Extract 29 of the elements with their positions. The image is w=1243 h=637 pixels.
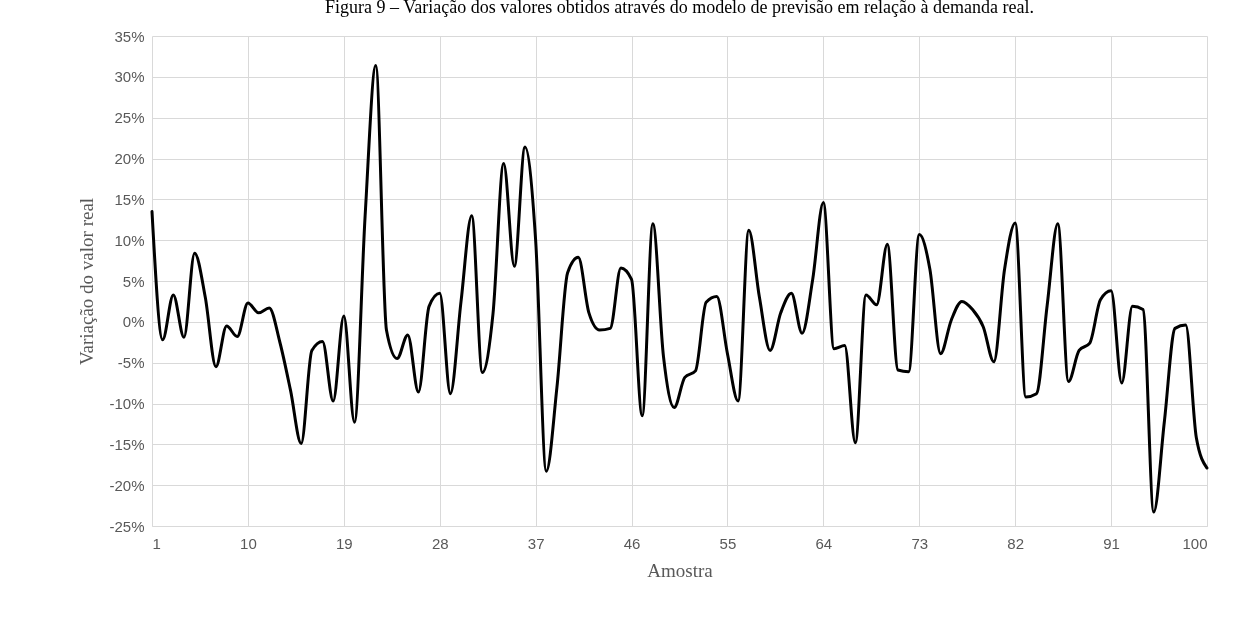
x-tick-label: 64	[815, 534, 833, 552]
y-tick-label: -25%	[109, 517, 145, 535]
x-tick-label: 28	[431, 534, 449, 552]
y-axis-title: Variação do valor real	[76, 197, 98, 366]
x-tick-label: 37	[527, 534, 545, 552]
line-series	[150, 63, 1209, 514]
y-tick-label: 10%	[114, 231, 145, 249]
x-axis-title: Amostra	[647, 559, 714, 581]
y-tick-label: 20%	[114, 150, 145, 167]
y-tick-label: -20%	[109, 476, 145, 494]
x-tick-label: 82	[1007, 534, 1025, 552]
x-tick-label: 91	[1103, 534, 1120, 552]
x-tick-label: 100	[1182, 534, 1208, 552]
y-tick-label: 25%	[114, 109, 145, 127]
y-tick-label: 0%	[122, 313, 145, 331]
x-tick-label: 55	[719, 534, 737, 552]
y-tick-label: -10%	[109, 395, 145, 412]
x-tick-label: 46	[623, 534, 641, 552]
x-tick-label: 1	[152, 534, 161, 552]
y-tick-label: 35%	[114, 27, 145, 45]
y-tick-label: -5%	[117, 354, 145, 372]
x-tick-label: 10	[240, 534, 257, 552]
x-tick-label: 73	[911, 534, 929, 552]
chart-title: Figura 9 – Variação dos valores obtidos através do modelo de previsão em relação à demanda real.	[325, 0, 1034, 17]
y-tick-label: -15%	[109, 435, 145, 453]
y-tick-label: 5%	[122, 272, 145, 290]
y-tick-label: 15%	[114, 190, 145, 208]
y-tick-label: 30%	[114, 68, 145, 86]
x-tick-label: 19	[335, 534, 353, 552]
